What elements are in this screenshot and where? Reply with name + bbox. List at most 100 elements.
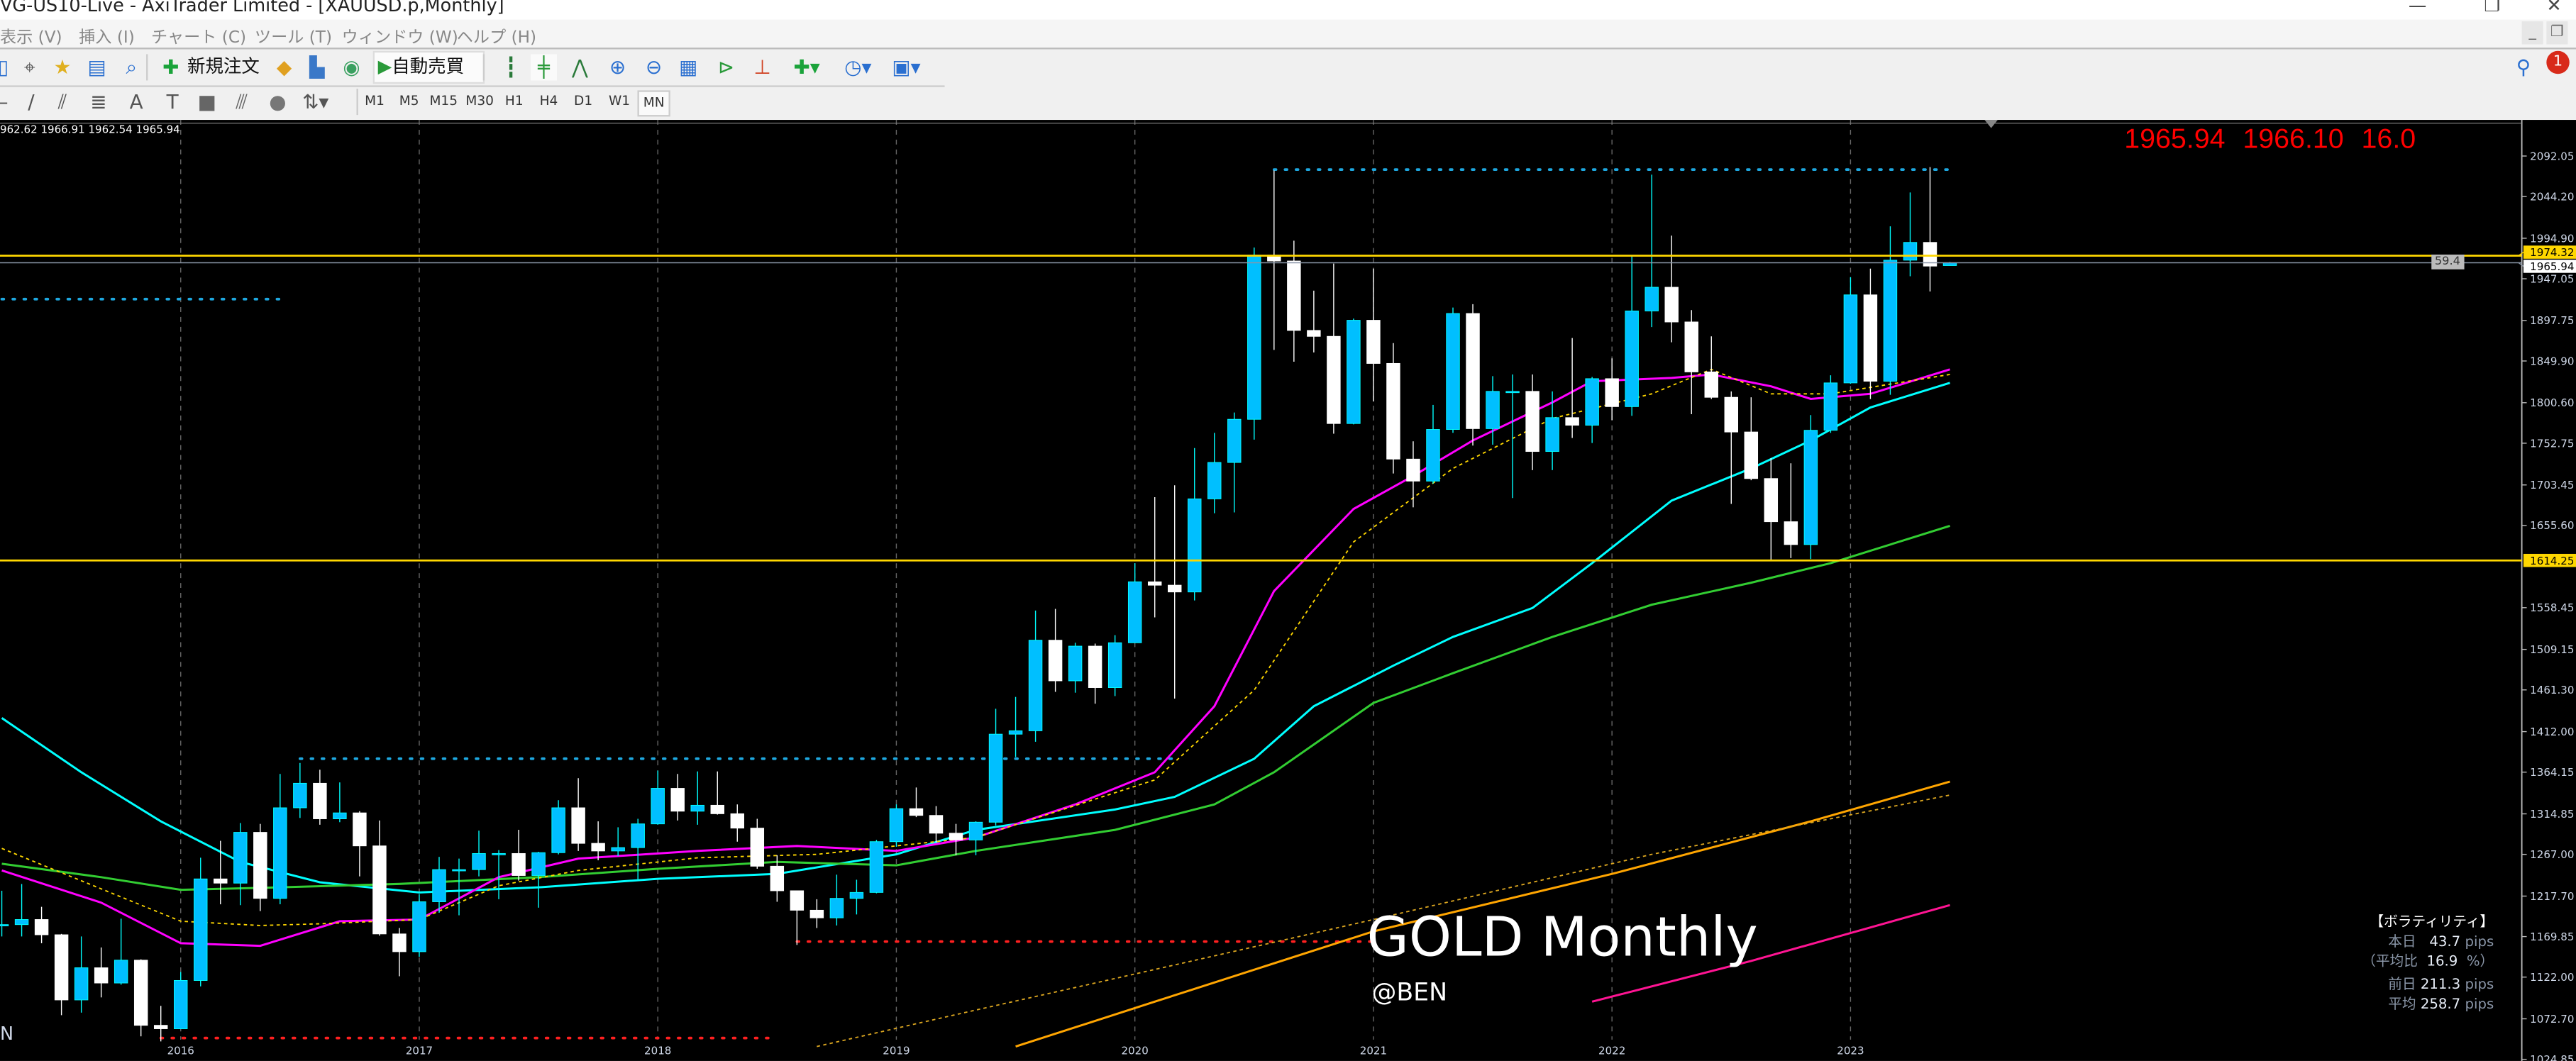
strategy-tester-icon[interactable]: ⌕: [126, 55, 138, 79]
horizontal-line-icon[interactable]: –: [0, 89, 16, 115]
terminal-icon[interactable]: ▙: [309, 55, 325, 79]
arrows-icon[interactable]: ⇅▾: [302, 90, 329, 113]
ellipse-icon[interactable]: ●: [269, 90, 287, 113]
candle-body: [1605, 378, 1619, 407]
text-label-icon[interactable]: T: [166, 90, 179, 113]
candle-body: [133, 960, 148, 1026]
signals-icon[interactable]: ◉: [343, 55, 360, 79]
price-marker-box: [2523, 245, 2576, 259]
candle-body: [14, 919, 29, 926]
y-tick-label: 1217.70: [2530, 890, 2574, 903]
bearish-candle: [929, 806, 944, 843]
bearish-candle: [1307, 290, 1321, 352]
timeframe-m15[interactable]: M15: [429, 93, 458, 109]
metaeditor-icon[interactable]: ◆: [276, 55, 292, 79]
candle-body: [710, 804, 724, 814]
bearish-candle: [949, 823, 963, 855]
bearish-candle: [34, 906, 49, 943]
menu-tools[interactable]: ツール (T): [254, 29, 332, 48]
child-restore-button[interactable]: ❐: [2546, 21, 2568, 45]
candle-body: [1088, 645, 1102, 688]
timeframe-m30[interactable]: M30: [465, 93, 494, 109]
volatility-avg: 平均 258.7 pips: [2362, 995, 2494, 1015]
zoom-in-icon[interactable]: ⊕: [609, 55, 626, 79]
chart-window[interactable]: 2016 2017 2018 2019 2020 2021 2022 2023 2092.05 2…: [0, 120, 2576, 1061]
restore-button[interactable]: ❐: [2484, 0, 2501, 17]
timeframe-h1[interactable]: H1: [504, 93, 524, 109]
indicators-icon[interactable]: ✚▾: [793, 55, 820, 79]
ohlc-readout: 962.62 1966.91 1962.54 1965.94: [0, 123, 180, 137]
line-chart-icon[interactable]: ⋀: [572, 55, 588, 79]
profiles-icon[interactable]: ▯: [0, 54, 16, 80]
fibo-fan-icon[interactable]: ⫻: [236, 90, 248, 113]
ratio-label: （平均比: [2362, 954, 2418, 971]
menu-chart[interactable]: チャート (C): [151, 29, 247, 48]
menu-insert[interactable]: 挿入 (I): [79, 29, 135, 48]
bullish-candle: [988, 709, 1003, 826]
timeframe-m1[interactable]: M1: [365, 93, 385, 109]
bullish-candle: [690, 771, 704, 825]
tile-windows-icon[interactable]: ▦: [679, 55, 698, 79]
price-marker-connector: [2518, 262, 2524, 267]
y-tick-label: 1800.60: [2530, 396, 2574, 409]
candle-body: [1107, 642, 1122, 688]
candle-body: [1147, 581, 1162, 586]
bullish-candle: [1903, 192, 1918, 277]
price-chart[interactable]: 2016 2017 2018 2019 2020 2021 2022 2023 2092.05 2…: [0, 120, 2576, 1061]
fibonacci-icon[interactable]: ≣: [90, 90, 107, 113]
candle-body: [770, 865, 785, 891]
candle-body: [1684, 321, 1698, 372]
menu-help[interactable]: ヘルプ (H): [456, 29, 537, 48]
close-button[interactable]: ✕: [2546, 0, 2562, 17]
bearish-candle: [1724, 391, 1739, 504]
bar-chart-icon[interactable]: ┇: [504, 55, 517, 79]
text-icon[interactable]: A: [129, 90, 143, 113]
templates-icon[interactable]: ▣▾: [892, 55, 921, 79]
timeframe-w1[interactable]: W1: [608, 93, 631, 109]
chart-shift-icon[interactable]: ⊥: [753, 55, 771, 79]
minimize-button[interactable]: —: [2408, 0, 2427, 17]
equidistant-channel-icon[interactable]: ⫽: [57, 90, 67, 113]
y-tick-label: 1509.15: [2530, 643, 2574, 656]
menu-window[interactable]: ウィンドウ (W): [341, 29, 458, 48]
candle-body: [1764, 478, 1779, 523]
notification-badge[interactable]: 1: [2546, 50, 2570, 74]
bearish-candle: [253, 823, 267, 911]
chart-shift-marker[interactable]: [1984, 120, 1998, 128]
candlestick-chart-icon[interactable]: ╪: [530, 54, 558, 81]
timeframe-d1[interactable]: D1: [574, 93, 593, 109]
candle-body: [1446, 313, 1460, 430]
candle-body: [1486, 391, 1500, 429]
timeframe-mn[interactable]: MN: [637, 90, 670, 117]
bullish-candle: [1823, 375, 1838, 433]
chart-title-overlay: GOLD Monthly: [1366, 904, 1758, 970]
navigator-icon[interactable]: ▤: [87, 55, 106, 79]
candle-body: [790, 890, 805, 911]
candle-body: [1803, 430, 1818, 545]
auto-trading-button[interactable]: ▶自動売買: [372, 50, 485, 84]
trendline-icon[interactable]: /: [28, 90, 35, 113]
timeframe-h4[interactable]: H4: [539, 93, 558, 109]
child-minimize-button[interactable]: _: [2521, 21, 2543, 45]
bullish-candle: [1028, 610, 1043, 742]
timeframe-m5[interactable]: M5: [399, 93, 419, 109]
candle-body: [492, 852, 506, 855]
volatility-ratio: （平均比 16.9 %）: [2362, 952, 2494, 972]
candle-body: [333, 812, 347, 819]
auto-scroll-icon[interactable]: ⊳: [717, 55, 735, 79]
candle-body: [531, 852, 546, 876]
crosshair-icon[interactable]: ⌖: [23, 55, 35, 79]
search-icon[interactable]: ⚲: [2516, 55, 2531, 79]
ratio-value: 16.9: [2426, 954, 2458, 971]
bearish-candle: [313, 770, 327, 825]
menu-view[interactable]: 表示 (V): [0, 29, 62, 48]
periods-clock-icon[interactable]: ◷▾: [844, 55, 872, 79]
rectangle-icon[interactable]: ■: [197, 90, 216, 113]
zoom-out-icon[interactable]: ⊖: [645, 55, 663, 79]
candle-body: [372, 845, 387, 935]
favorites-star-icon[interactable]: ★: [53, 55, 72, 79]
candle-body: [1307, 330, 1321, 337]
y-tick-label: 1947.05: [2530, 272, 2574, 285]
new-order-button[interactable]: 新規注文: [187, 55, 260, 77]
x-tick-label: 2018: [644, 1045, 671, 1057]
